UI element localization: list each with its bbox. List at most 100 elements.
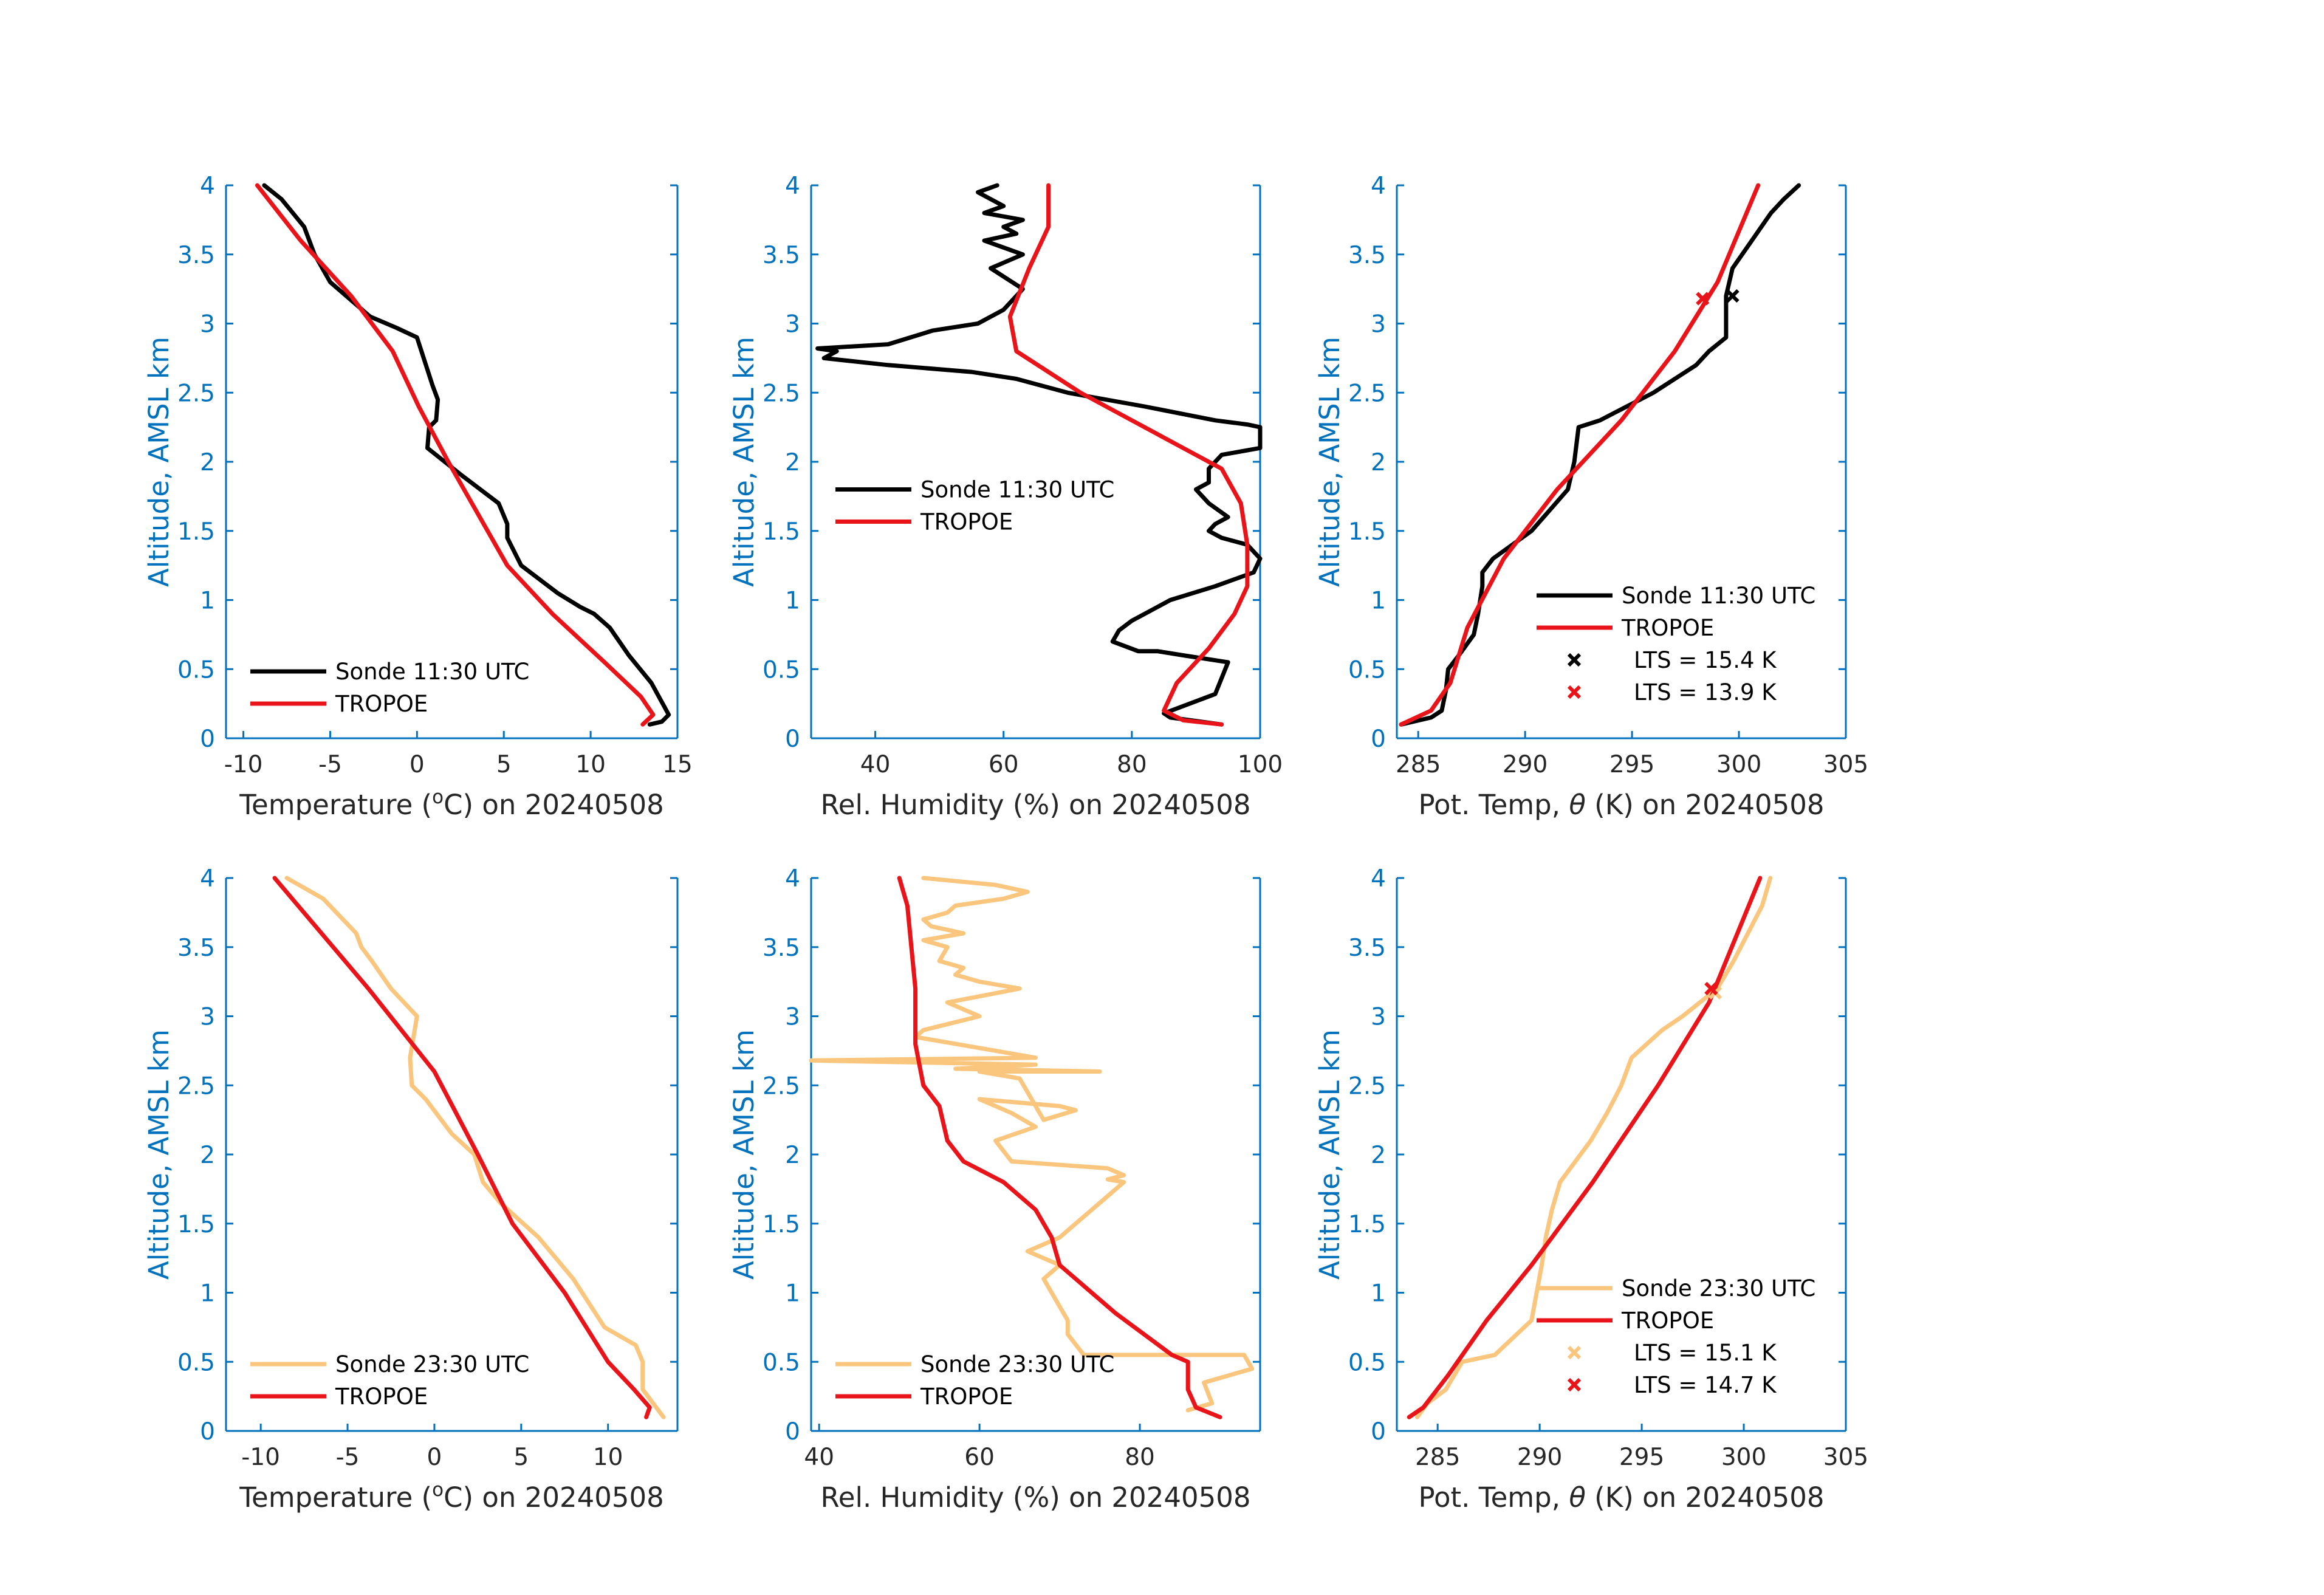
series-line-tropoe bbox=[255, 183, 656, 727]
legend-entry: TROPOE bbox=[250, 1384, 428, 1410]
panel-temp-night: 0 0.5 1 1.5 2 2.5 3 3.5 4 -10 -5 0 5 10 Altitude, AMSL… bbox=[143, 865, 679, 1514]
x-tick-label: 305 bbox=[1823, 1444, 1868, 1471]
y-tick-label: 2 bbox=[200, 449, 215, 476]
y-tick-label: 4 bbox=[200, 865, 215, 893]
y-tick-label: 2.5 bbox=[177, 380, 215, 407]
y-tick-label: 0 bbox=[200, 725, 215, 753]
series-line-tropoe bbox=[1007, 183, 1250, 727]
series-line-sonde-23-30-utc bbox=[809, 876, 1255, 1413]
legend-marker bbox=[1567, 1345, 1582, 1360]
y-tick-label: 4 bbox=[1371, 173, 1386, 200]
x-tick-label: 80 bbox=[1117, 751, 1147, 778]
series-line-tropoe bbox=[1399, 183, 1761, 727]
y-tick-label: 0 bbox=[785, 1418, 800, 1446]
y-tick-label: 1 bbox=[200, 588, 215, 615]
legend-label: Sonde 23:30 UTC bbox=[920, 1351, 1114, 1377]
legend-entry: Sonde 11:30 UTC bbox=[1537, 583, 1815, 609]
x-tick-label: 5 bbox=[496, 751, 512, 778]
legend-entry: Sonde 23:30 UTC bbox=[1537, 1275, 1815, 1302]
legend-label: TROPOE bbox=[920, 509, 1013, 535]
panel-temp-day: 0 0.5 1 1.5 2 2.5 3 3.5 4 -10 -5 0 5 10 15 Altitude, AM… bbox=[143, 173, 693, 821]
y-tick-label: 0.5 bbox=[177, 1349, 215, 1376]
legend-entry: Sonde 11:30 UTC bbox=[835, 477, 1114, 503]
lts-marker-stroke bbox=[1704, 981, 1718, 996]
y-tick-label: 3.5 bbox=[763, 242, 800, 269]
y-tick-label: 3 bbox=[200, 1004, 215, 1031]
legend-entry: LTS = 15.1 K bbox=[1567, 1340, 1777, 1366]
y-tick-label: 0 bbox=[1371, 1418, 1386, 1446]
y-tick-label: 2.5 bbox=[763, 380, 800, 407]
x-axis-label: Rel. Humidity (%) on 20240508 bbox=[821, 789, 1251, 821]
x-tick-label: 10 bbox=[593, 1444, 623, 1471]
y-tick-label: 1.5 bbox=[763, 1211, 800, 1238]
x-tick-label: 300 bbox=[1716, 751, 1761, 778]
legend-marker bbox=[1567, 685, 1582, 699]
legend-entry: TROPOE bbox=[1537, 615, 1714, 641]
y-tick-label: 0 bbox=[1371, 725, 1386, 753]
x-axis-label: Pot. Temp, θ (K) on 20240508 bbox=[1418, 1481, 1824, 1514]
x-tick-label: 305 bbox=[1823, 751, 1868, 778]
x-tick-label: 5 bbox=[513, 1444, 529, 1471]
x-tick-label: 295 bbox=[1619, 1444, 1664, 1471]
y-tick-label: 1 bbox=[785, 588, 800, 615]
y-tick-label: 1.5 bbox=[177, 518, 215, 546]
y-tick-label: 0.5 bbox=[763, 656, 800, 684]
y-tick-label: 1 bbox=[1371, 1280, 1386, 1308]
y-tick-label: 3 bbox=[785, 311, 800, 338]
y-tick-label: 0.5 bbox=[763, 1349, 800, 1376]
y-tick-label: 1.5 bbox=[763, 518, 800, 546]
y-tick-label: 2 bbox=[1371, 449, 1386, 476]
legend-label: Sonde 11:30 UTC bbox=[335, 659, 529, 685]
y-tick-label: 2 bbox=[785, 449, 800, 476]
y-tick-label: 3 bbox=[200, 311, 215, 338]
x-tick-label: 290 bbox=[1517, 1444, 1562, 1471]
legend-label: Sonde 23:30 UTC bbox=[335, 1351, 529, 1377]
series-line-sonde-23-30-utc bbox=[284, 876, 666, 1419]
legend-entry: TROPOE bbox=[835, 1384, 1013, 1410]
lts-marker bbox=[1704, 981, 1718, 996]
y-axis-label: Altitude, AMSL km bbox=[728, 1029, 760, 1280]
y-tick-label: 2.5 bbox=[177, 1072, 215, 1100]
x-axis-label: Rel. Humidity (%) on 20240508 bbox=[821, 1481, 1251, 1514]
x-tick-label: -10 bbox=[241, 1444, 280, 1471]
y-axis-label: Altitude, AMSL km bbox=[143, 337, 175, 587]
y-tick-label: 2.5 bbox=[1348, 380, 1386, 407]
legend-entry: TROPOE bbox=[1537, 1308, 1714, 1334]
y-tick-label: 1 bbox=[785, 1280, 800, 1308]
x-tick-label: 60 bbox=[989, 751, 1019, 778]
y-tick-label: 1.5 bbox=[1348, 518, 1386, 546]
legend-label: Sonde 11:30 UTC bbox=[920, 477, 1114, 503]
lts-marker-stroke bbox=[1726, 289, 1740, 303]
x-tick-label: 0 bbox=[427, 1444, 442, 1471]
y-axis-label: Altitude, AMSL km bbox=[728, 337, 760, 587]
legend-label: TROPOE bbox=[335, 691, 428, 717]
y-axis-label: Altitude, AMSL km bbox=[1314, 337, 1346, 587]
y-tick-label: 3 bbox=[785, 1004, 800, 1031]
legend-entry: LTS = 14.7 K bbox=[1567, 1372, 1777, 1398]
legend-marker bbox=[1567, 1377, 1582, 1392]
y-tick-label: 3 bbox=[1371, 311, 1386, 338]
x-tick-label: -10 bbox=[224, 751, 263, 778]
legend-entry: TROPOE bbox=[250, 691, 428, 717]
legend-label: LTS = 14.7 K bbox=[1634, 1372, 1777, 1398]
y-tick-label: 3.5 bbox=[763, 935, 800, 962]
legend-entry: Sonde 23:30 UTC bbox=[250, 1351, 529, 1377]
x-axis-label: Temperature (oC) on 20240508 bbox=[239, 786, 664, 821]
legend-label: TROPOE bbox=[920, 1384, 1013, 1410]
y-tick-label: 2 bbox=[200, 1142, 215, 1169]
y-tick-label: 4 bbox=[785, 173, 800, 200]
x-tick-label: 300 bbox=[1721, 1444, 1766, 1471]
x-axis-label: Temperature (oC) on 20240508 bbox=[239, 1479, 664, 1514]
x-tick-label: 100 bbox=[1238, 751, 1283, 778]
y-tick-label: 1.5 bbox=[1348, 1211, 1386, 1238]
y-tick-label: 3.5 bbox=[177, 242, 215, 269]
x-tick-label: 295 bbox=[1609, 751, 1654, 778]
y-tick-label: 3.5 bbox=[1348, 242, 1386, 269]
x-tick-label: 0 bbox=[410, 751, 425, 778]
y-tick-label: 1 bbox=[1371, 588, 1386, 615]
x-axis-label: Pot. Temp, θ (K) on 20240508 bbox=[1418, 789, 1824, 821]
x-tick-label: 285 bbox=[1415, 1444, 1460, 1471]
y-tick-label: 4 bbox=[1371, 865, 1386, 893]
series-line-tropoe bbox=[897, 876, 1222, 1419]
x-tick-label: 285 bbox=[1396, 751, 1441, 778]
